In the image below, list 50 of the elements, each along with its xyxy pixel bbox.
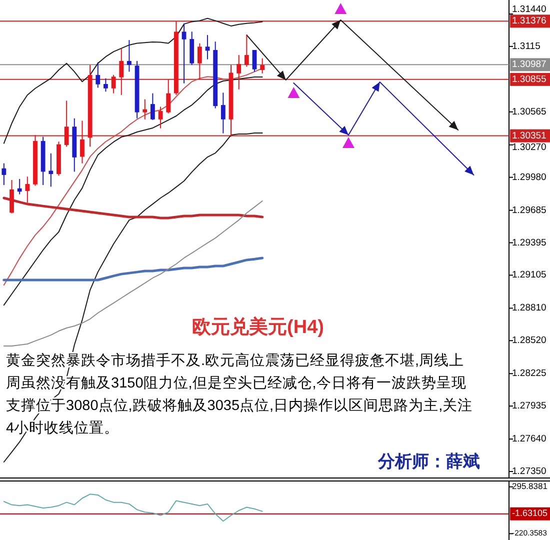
- y-tick-label: 1.30270: [512, 142, 546, 153]
- candlestick: [127, 40, 132, 72]
- y-tick-label: 1.31440: [512, 4, 546, 16]
- candlestick: [150, 92, 155, 121]
- y-tick-label: 1.28810: [512, 302, 546, 314]
- candlestick: [220, 92, 226, 134]
- candlestick: [142, 98, 148, 120]
- candlestick: [111, 74, 116, 94]
- point: [342, 136, 354, 148]
- ref-line-label: 1.31376: [512, 16, 546, 27]
- candlestick: [166, 78, 171, 114]
- y-tick-label: 1.30565: [512, 106, 546, 118]
- candlestick: [96, 62, 100, 88]
- point: [334, 2, 347, 14]
- y-tick-label: 1.29980: [512, 172, 546, 183]
- y-tick-label: 1.27935: [512, 400, 546, 412]
- annotation: 分析师：薛斌: [377, 452, 480, 471]
- y-tick-label: 1.29395: [512, 237, 546, 248]
- candlestick: [182, 22, 186, 84]
- ref-line-label: -1.63105: [512, 508, 548, 518]
- candlestick: [260, 58, 265, 74]
- candlestick: [197, 42, 202, 80]
- y-tick-label: 295.8381: [512, 481, 548, 492]
- candlestick: [48, 152, 54, 188]
- candlestick: [205, 34, 210, 60]
- ref-line-label: 1.30855: [512, 74, 546, 85]
- y-tick-label: 1.28520: [512, 335, 546, 346]
- candlestick: [236, 54, 242, 90]
- annotation: 4小时收线位置。: [6, 420, 120, 436]
- candlestick: [2, 162, 6, 186]
- y-tick-label: 1.3115: [512, 40, 540, 52]
- candlestick: [17, 178, 22, 195]
- candlestick: [64, 100, 69, 148]
- candlestick: [80, 120, 84, 164]
- candlestick: [158, 106, 163, 129]
- point: [288, 86, 300, 98]
- candlestick: [25, 176, 30, 204]
- candlestick: [104, 78, 108, 92]
- y-tick-label: 1.28225: [512, 368, 546, 380]
- y-tick-label: 1.27640: [512, 434, 546, 445]
- ref-line-label: 1.30351: [512, 130, 546, 142]
- y-tick-label: 1.29685: [512, 204, 546, 216]
- y-tick-label: 1.29105: [512, 270, 546, 281]
- candlestick: [10, 179, 14, 214]
- candlestick: [244, 34, 249, 68]
- y-tick-label: 1.27350: [512, 466, 546, 478]
- text: 欧元兑美元(H4): [192, 316, 324, 338]
- candlestick: [252, 50, 257, 72]
- ref-line-label: 1.30987: [512, 59, 546, 70]
- candlestick: [119, 48, 124, 96]
